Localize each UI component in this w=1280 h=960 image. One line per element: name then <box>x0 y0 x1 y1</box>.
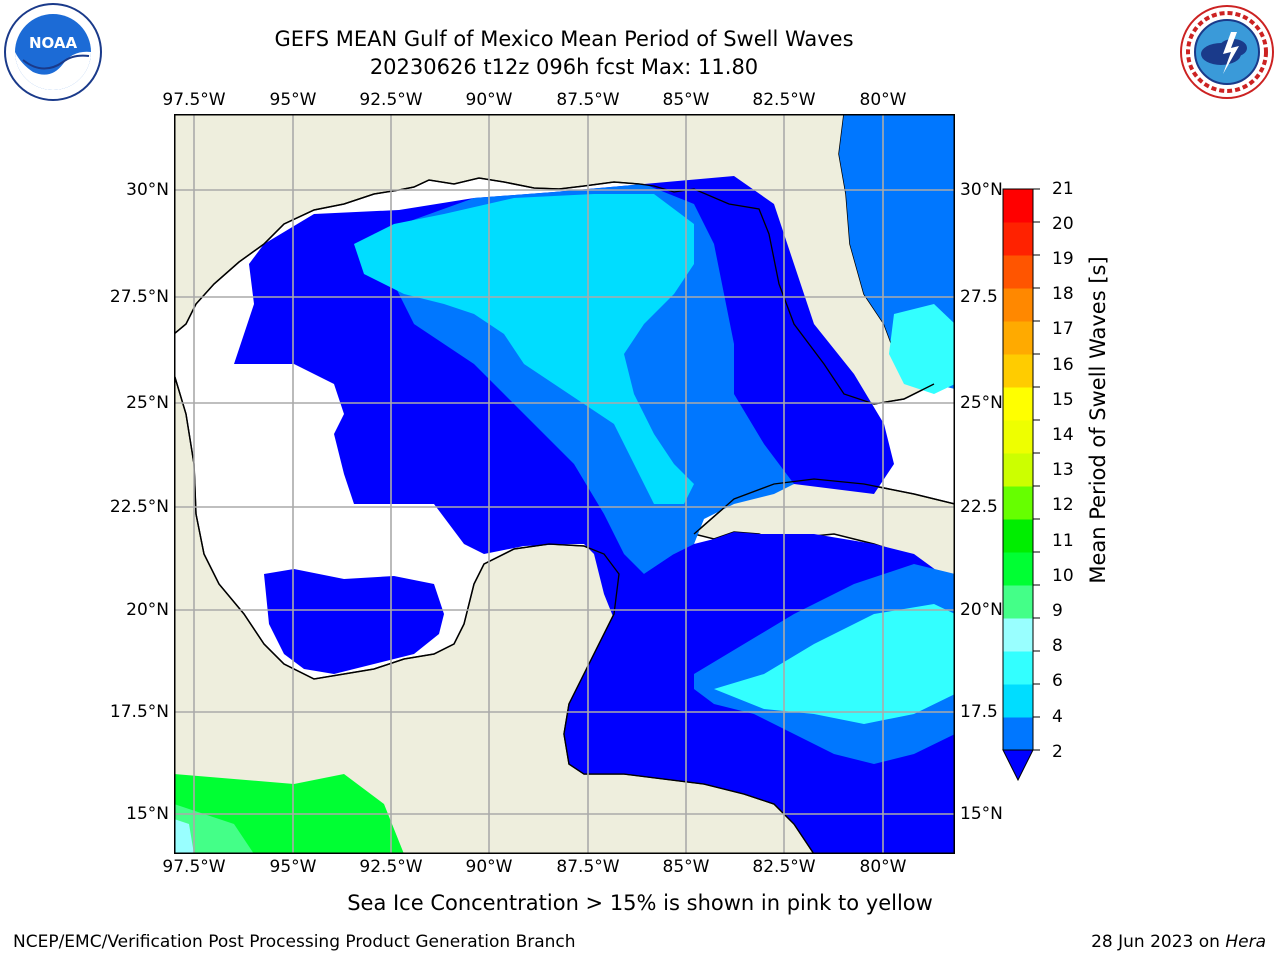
lon-tick-top: 85°W <box>662 90 710 110</box>
colorbar-bin <box>1003 486 1033 520</box>
colorbar-bin <box>1003 552 1033 586</box>
colorbar-tick: 20 <box>1052 214 1074 234</box>
lat-tick-left: 17.5°N <box>109 702 169 722</box>
colorbar-bin <box>1003 288 1033 322</box>
colorbar-tick: 18 <box>1052 284 1074 304</box>
sea-ice-caption: Sea Ice Concentration > 15% is shown in … <box>347 891 933 915</box>
colorbar-tick: 11 <box>1052 531 1074 551</box>
colorbar-bin <box>1003 387 1033 421</box>
colorbar-tick: 14 <box>1052 425 1074 445</box>
footer-credit: NCEP/EMC/Verification Post Processing Pr… <box>13 932 576 952</box>
colorbar-tick: 10 <box>1052 566 1074 586</box>
colorbar-tick: 4 <box>1052 707 1063 727</box>
colorbar-bin <box>1003 321 1033 355</box>
colorbar-frame <box>1002 188 1034 751</box>
lon-tick-bottom: 80°W <box>859 857 907 877</box>
nws-logo <box>1180 5 1274 99</box>
colorbar-tick: 19 <box>1052 249 1074 269</box>
footer-date: 28 Jun 2023 on Hera <box>1091 932 1266 952</box>
colorbar-tick: 13 <box>1052 460 1074 480</box>
lon-tick-top: 80°W <box>859 90 907 110</box>
colorbar-tick: 16 <box>1052 355 1074 375</box>
map-panel <box>174 114 955 854</box>
lat-tick-right: 30°N <box>960 180 1003 200</box>
lon-tick-top: 92.5°W <box>359 90 423 110</box>
footer-date-text: 28 Jun 2023 on <box>1091 932 1226 952</box>
colorbar-tick: 2 <box>1052 742 1063 762</box>
colorbar-label: Mean Period of Swell Waves [s] <box>1086 256 1110 584</box>
colorbar-under-arrow <box>1002 749 1034 782</box>
lat-tick-right: 27.5 <box>960 287 998 307</box>
lat-tick-right: 20°N <box>960 600 1003 620</box>
lat-tick-right: 17.5 <box>960 702 998 722</box>
coastlines <box>174 177 955 854</box>
swell-field <box>174 114 955 854</box>
lon-tick-top: 97.5°W <box>162 90 226 110</box>
colorbar-bin <box>1003 585 1033 619</box>
colorbar-tick: 12 <box>1052 495 1074 515</box>
lon-tick-bottom: 97.5°W <box>162 857 226 877</box>
colorbar-bin <box>1003 255 1033 289</box>
lon-tick-top: 90°W <box>465 90 513 110</box>
colorbar-bin <box>1003 618 1033 652</box>
lon-tick-top: 87.5°W <box>556 90 620 110</box>
lat-tick-right: 25°N <box>960 393 1003 413</box>
colorbar-tick: 9 <box>1052 601 1063 621</box>
colorbar-tick: 21 <box>1052 179 1074 199</box>
noaa-logo: NOAA <box>4 3 102 101</box>
colorbar-tick: 8 <box>1052 636 1063 656</box>
noaa-logo-text: NOAA <box>29 34 78 52</box>
colorbar-bin <box>1003 222 1033 256</box>
lat-tick-left: 25°N <box>126 393 169 413</box>
lon-tick-top: 82.5°W <box>752 90 816 110</box>
lon-tick-top: 95°W <box>269 90 317 110</box>
lat-tick-right: 22.5 <box>960 497 998 517</box>
lat-tick-left: 20°N <box>126 600 169 620</box>
footer-host: Hera <box>1225 932 1266 952</box>
lat-tick-left: 15°N <box>126 804 169 824</box>
lat-tick-left: 27.5°N <box>109 287 169 307</box>
lon-tick-bottom: 85°W <box>662 857 710 877</box>
lon-tick-bottom: 82.5°W <box>752 857 816 877</box>
colorbar-tick: 6 <box>1052 671 1063 691</box>
lon-tick-bottom: 87.5°W <box>556 857 620 877</box>
lat-tick-left: 30°N <box>126 180 169 200</box>
chart-title: GEFS MEAN Gulf of Mexico Mean Period of … <box>274 27 854 51</box>
colorbar-bin <box>1003 684 1033 718</box>
colorbar-tick: 15 <box>1052 390 1074 410</box>
lon-tick-bottom: 95°W <box>269 857 317 877</box>
colorbar-bin <box>1003 354 1033 388</box>
lon-tick-bottom: 90°W <box>465 857 513 877</box>
colorbar <box>1002 188 1040 782</box>
map-frame <box>174 114 955 854</box>
colorbar-bin <box>1003 651 1033 685</box>
colorbar-tick: 17 <box>1052 319 1074 339</box>
colorbar-bin <box>1003 453 1033 487</box>
chart-subtitle: 20230626 t12z 096h fcst Max: 11.80 <box>369 55 759 79</box>
lon-tick-bottom: 92.5°W <box>359 857 423 877</box>
lat-tick-right: 15°N <box>960 804 1003 824</box>
colorbar-bin <box>1003 420 1033 454</box>
colorbar-bin <box>1003 189 1033 223</box>
colorbar-bin <box>1003 519 1033 553</box>
lat-tick-left: 22.5°N <box>109 497 169 517</box>
colorbar-bin <box>1003 717 1033 751</box>
graticule <box>174 114 955 854</box>
